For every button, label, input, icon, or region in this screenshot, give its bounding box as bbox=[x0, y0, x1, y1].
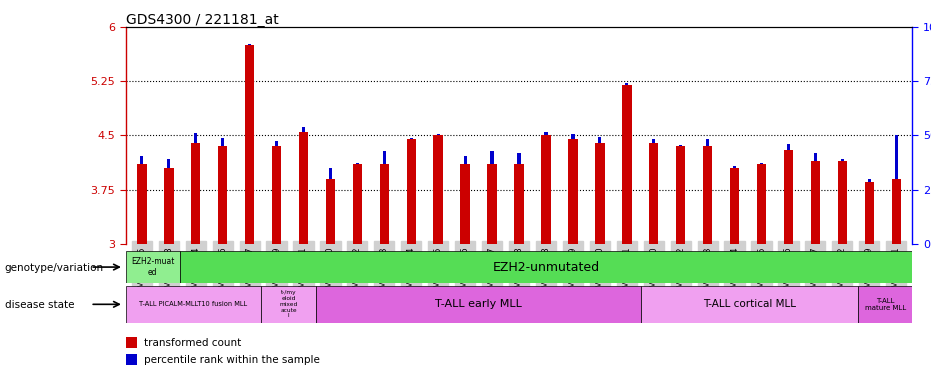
Bar bbox=[195, 133, 197, 142]
Bar bbox=[858, 286, 912, 323]
Bar bbox=[316, 286, 641, 323]
Bar bbox=[676, 146, 685, 244]
Bar bbox=[757, 164, 766, 244]
Bar bbox=[814, 154, 817, 161]
Bar bbox=[641, 286, 858, 323]
Text: EZH2-muat
ed: EZH2-muat ed bbox=[131, 257, 174, 277]
Bar bbox=[191, 142, 200, 244]
Bar bbox=[787, 144, 790, 150]
Bar bbox=[892, 179, 901, 244]
Bar bbox=[733, 166, 736, 168]
Bar bbox=[811, 161, 820, 244]
Bar bbox=[838, 161, 847, 244]
Bar bbox=[126, 286, 262, 323]
Bar bbox=[487, 164, 497, 244]
Bar bbox=[514, 164, 524, 244]
Bar bbox=[464, 156, 466, 164]
Bar bbox=[434, 136, 443, 244]
Text: T-ALL cortical MLL: T-ALL cortical MLL bbox=[703, 299, 796, 310]
Text: t-/my
eloid
mixed
acute
l: t-/my eloid mixed acute l bbox=[279, 290, 298, 318]
Text: T-ALL early MLL: T-ALL early MLL bbox=[435, 299, 521, 310]
Bar bbox=[895, 136, 897, 179]
Bar bbox=[410, 137, 412, 139]
Bar bbox=[407, 139, 416, 244]
Bar bbox=[461, 164, 470, 244]
Text: T-ALL PICALM-MLLT10 fusion MLL: T-ALL PICALM-MLLT10 fusion MLL bbox=[140, 301, 248, 307]
Text: genotype/variation: genotype/variation bbox=[5, 263, 103, 273]
Bar bbox=[380, 164, 389, 244]
Text: T-ALL
mature MLL: T-ALL mature MLL bbox=[865, 298, 906, 311]
Bar bbox=[221, 137, 224, 146]
Bar bbox=[568, 139, 577, 244]
Bar bbox=[164, 168, 173, 244]
Bar bbox=[541, 136, 551, 244]
Text: percentile rank within the sample: percentile rank within the sample bbox=[144, 355, 320, 365]
Bar bbox=[383, 151, 386, 164]
Text: disease state: disease state bbox=[5, 300, 74, 310]
Bar bbox=[622, 85, 631, 244]
Bar bbox=[545, 132, 547, 136]
Bar bbox=[329, 168, 332, 179]
Bar bbox=[168, 159, 170, 168]
Bar bbox=[302, 127, 305, 132]
Text: GDS4300 / 221181_at: GDS4300 / 221181_at bbox=[126, 13, 278, 27]
Bar bbox=[299, 132, 308, 244]
Bar bbox=[218, 146, 227, 244]
Bar bbox=[706, 139, 709, 146]
Bar bbox=[868, 179, 870, 182]
Bar bbox=[272, 146, 281, 244]
Text: EZH2-unmutated: EZH2-unmutated bbox=[492, 261, 600, 273]
Bar bbox=[245, 45, 254, 244]
Bar bbox=[572, 134, 574, 139]
Bar bbox=[326, 179, 335, 244]
Bar bbox=[518, 154, 520, 164]
Bar bbox=[275, 141, 278, 146]
Bar bbox=[784, 150, 793, 244]
Bar bbox=[491, 151, 493, 164]
Bar bbox=[437, 134, 439, 136]
Bar bbox=[353, 164, 362, 244]
Bar bbox=[703, 146, 712, 244]
Bar bbox=[652, 139, 655, 142]
Bar bbox=[865, 182, 874, 244]
Bar bbox=[141, 156, 143, 164]
Bar bbox=[649, 142, 658, 244]
Bar bbox=[730, 168, 739, 244]
Bar bbox=[679, 145, 682, 146]
Bar bbox=[599, 137, 601, 142]
Bar bbox=[595, 142, 604, 244]
Bar bbox=[137, 164, 146, 244]
Bar bbox=[626, 83, 628, 85]
Bar bbox=[248, 43, 251, 45]
Bar bbox=[126, 251, 180, 283]
Bar bbox=[262, 286, 316, 323]
Bar bbox=[760, 163, 763, 164]
Text: transformed count: transformed count bbox=[144, 338, 241, 348]
Bar bbox=[841, 159, 843, 161]
Bar bbox=[356, 163, 359, 164]
